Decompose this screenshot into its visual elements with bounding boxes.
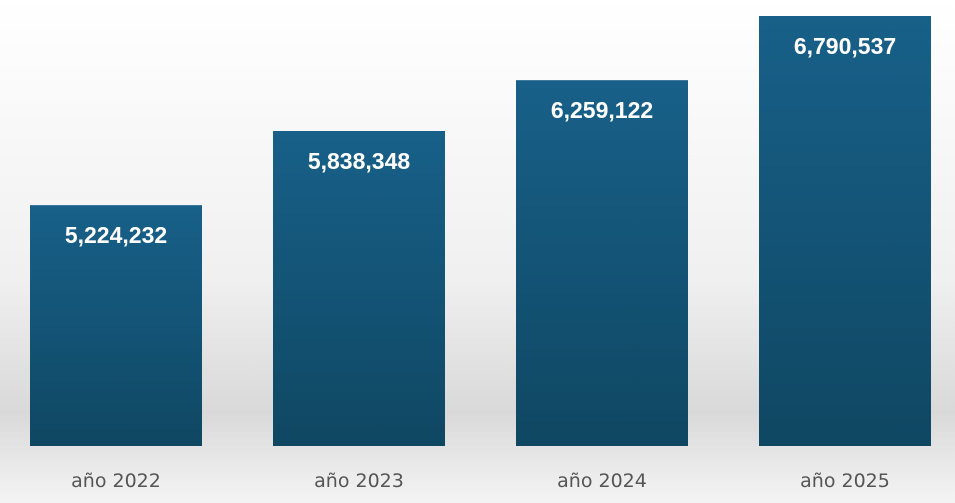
bars-group: [30, 16, 931, 446]
category-label-2: año 2023: [314, 470, 404, 492]
bar-2: [273, 130, 445, 446]
bar-3: [516, 80, 688, 446]
bar-1: [30, 205, 202, 446]
category-label-1: año 2022: [71, 470, 161, 492]
bar-4: [759, 16, 931, 446]
bar-value-label-2: 5,838,348: [308, 148, 411, 174]
category-labels-group: año 2022 año 2023 año 2024 año 2025: [71, 470, 890, 492]
bar-value-label-4: 6,790,537: [794, 33, 896, 59]
category-label-4: año 2025: [800, 470, 890, 492]
category-label-3: año 2024: [557, 470, 647, 492]
bar-value-label-1: 5,224,232: [65, 222, 167, 248]
bar-value-label-3: 6,259,122: [551, 97, 653, 123]
bar-labels-group: 5,224,232 5,838,348 6,259,122 6,790,537: [65, 33, 896, 248]
